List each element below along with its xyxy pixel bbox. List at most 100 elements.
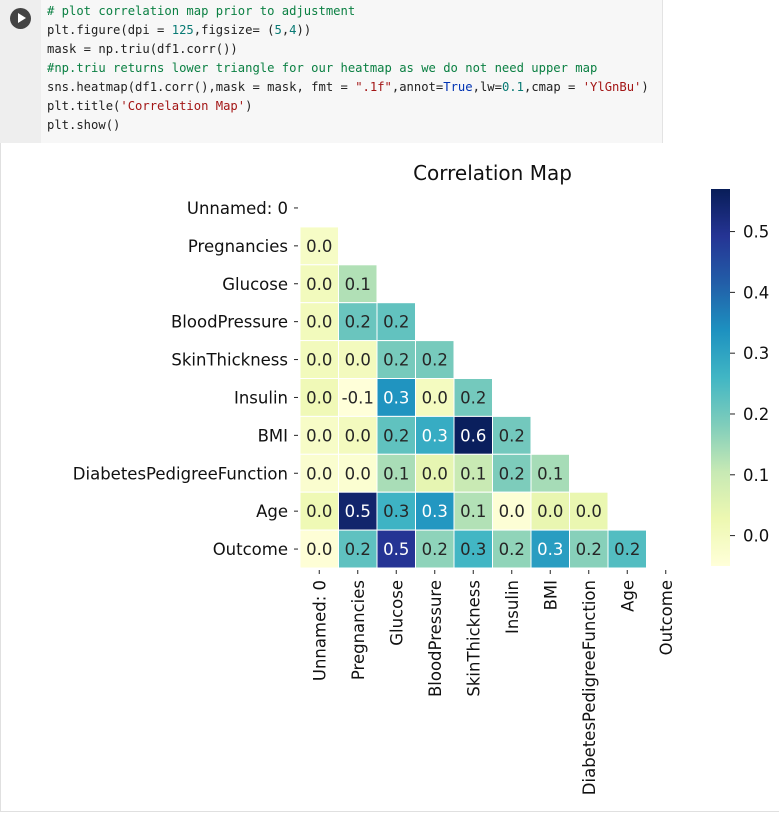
code-token: True <box>443 80 473 94</box>
cell-label: 0.1 <box>345 275 371 294</box>
y-tick-label: Unnamed: 0 <box>187 199 288 218</box>
code-token: ".1f" <box>355 80 392 94</box>
code-token: ,annot= <box>391 80 444 94</box>
x-tick-label: SkinThickness <box>464 580 483 697</box>
cell-label: 0.2 <box>499 464 525 483</box>
colorbar-tick-label: 0.3 <box>743 344 769 363</box>
chart-title: Correlation Map <box>413 161 572 185</box>
code-token: ,cmap = <box>523 80 583 94</box>
heatmap-cell <box>492 453 532 493</box>
code-token: ,figsize= ( <box>193 23 275 37</box>
heatmap-cell <box>607 529 647 569</box>
cell-label: 0.1 <box>383 464 409 483</box>
code-token: 0.1 <box>501 80 524 94</box>
x-tick-label: Age <box>618 580 637 612</box>
cell-label: 0.3 <box>422 426 448 445</box>
heatmap-cell <box>376 415 416 455</box>
y-tick-label: Age <box>256 502 288 521</box>
cell-label: 0.1 <box>537 464 563 483</box>
code-text[interactable]: # plot correlation map prior to adjustme… <box>47 2 649 135</box>
cell-label: 0.0 <box>306 426 332 445</box>
heatmap-cell <box>415 340 455 380</box>
heatmap-cell <box>453 378 493 417</box>
code-token: ) <box>641 80 649 94</box>
colorbar-tick-label: 0.2 <box>743 405 769 424</box>
colorbar-tick-label: 0.1 <box>743 466 769 485</box>
cell-label: 0.5 <box>383 540 409 559</box>
y-tick-label: DiabetesPedigreeFunction <box>73 464 288 483</box>
cell-label: 0.3 <box>383 388 409 407</box>
heatmap-cell <box>338 453 378 493</box>
heatmap-cell <box>376 453 416 493</box>
x-tick-label: BMI <box>541 580 560 610</box>
y-tick-label: Pregnancies <box>188 237 288 256</box>
heatmap-cell <box>299 264 339 304</box>
heatmap-cell <box>299 378 339 417</box>
cell-label: 0.2 <box>499 540 525 559</box>
heatmap-cell <box>569 491 609 531</box>
code-token: # plot correlation map prior to adjustme… <box>47 4 356 18</box>
cell-label: 0.0 <box>499 502 525 521</box>
cell-output: Correlation Map 0.0 0.0 0.1 0.0 0.2 0.2 0.0 0.0 0… <box>0 143 779 812</box>
cell-label: 0.0 <box>345 426 371 445</box>
code-token: sns.heatmap(df1.corr(),mask = mask, fmt … <box>47 80 356 94</box>
heatmap-cell <box>492 491 532 531</box>
x-tick-label: Glucose <box>387 580 406 646</box>
code-token: 'YlGnBu' <box>582 80 642 94</box>
colorbar-tick-label: 0.0 <box>743 527 769 546</box>
cell-label: 0.1 <box>460 502 486 521</box>
run-cell-button[interactable] <box>10 8 31 29</box>
cell-label: 0.0 <box>422 464 448 483</box>
code-token: )) <box>296 23 312 37</box>
cell-label: 0.3 <box>422 502 448 521</box>
x-tick-label: BloodPressure <box>426 580 445 697</box>
x-tick-label: Pregnancies <box>349 580 368 680</box>
heatmap-cell <box>530 453 570 493</box>
code-token: , <box>281 23 290 37</box>
code-editor[interactable]: # plot correlation map prior to adjustme… <box>41 0 663 143</box>
cell-label: 0.1 <box>460 464 486 483</box>
cell-label: 0.2 <box>422 351 448 370</box>
cell-label: 0.0 <box>306 351 332 370</box>
code-token: 5 <box>274 23 282 37</box>
heatmap-cell <box>415 415 455 455</box>
y-tick-label: Outcome <box>213 540 288 559</box>
x-tick-label: DiabetesPedigreeFunction <box>580 580 599 795</box>
x-tick-label: Unnamed: 0 <box>310 580 329 681</box>
heatmap-cell <box>338 415 378 455</box>
cell-label: 0.2 <box>460 388 486 407</box>
code-line: #np.triu returns lower triangle for our … <box>47 61 597 75</box>
cell-label: 0.0 <box>422 388 448 407</box>
x-tick-label: Insulin <box>503 580 522 634</box>
cell-label: 0.0 <box>306 237 332 256</box>
heatmap-cell <box>492 415 532 455</box>
cell-label: 0.3 <box>460 540 486 559</box>
cell-label: 0.2 <box>345 540 371 559</box>
code-token: plt.figure(dpi = <box>47 23 172 37</box>
heatmap-cell <box>569 529 609 569</box>
cell-label: 0.3 <box>383 502 409 521</box>
cell-label: 0.0 <box>306 313 332 332</box>
code-token: plt.title( <box>47 99 121 113</box>
heatmap-cell <box>338 529 378 569</box>
cell-label: 0.3 <box>537 540 563 559</box>
code-line: plt.figure(dpi = 125,figsize= (5,4)) <box>47 23 311 37</box>
code-token: 'Correlation Map' <box>120 99 246 113</box>
heatmap-cell <box>492 529 532 569</box>
cell-label: 0.2 <box>614 540 640 559</box>
code-token: 125 <box>171 23 194 37</box>
cell-label: -0.1 <box>342 388 374 407</box>
cell-label: 0.0 <box>306 464 332 483</box>
colorbar <box>711 189 730 566</box>
cell-label: 0.6 <box>460 426 486 445</box>
cell-label: 0.0 <box>306 388 332 407</box>
colorbar-tick-label: 0.5 <box>743 223 769 242</box>
code-line: plt.show() <box>47 118 120 132</box>
code-token: mask = np.triu(df1.corr()) <box>47 42 238 56</box>
heatmap-cell <box>338 264 378 304</box>
cell-label: 0.2 <box>383 351 409 370</box>
heatmap-cell <box>530 491 570 531</box>
y-tick-label: SkinThickness <box>171 351 288 370</box>
cell-label: 0.2 <box>576 540 602 559</box>
cell-label: 0.0 <box>306 275 332 294</box>
